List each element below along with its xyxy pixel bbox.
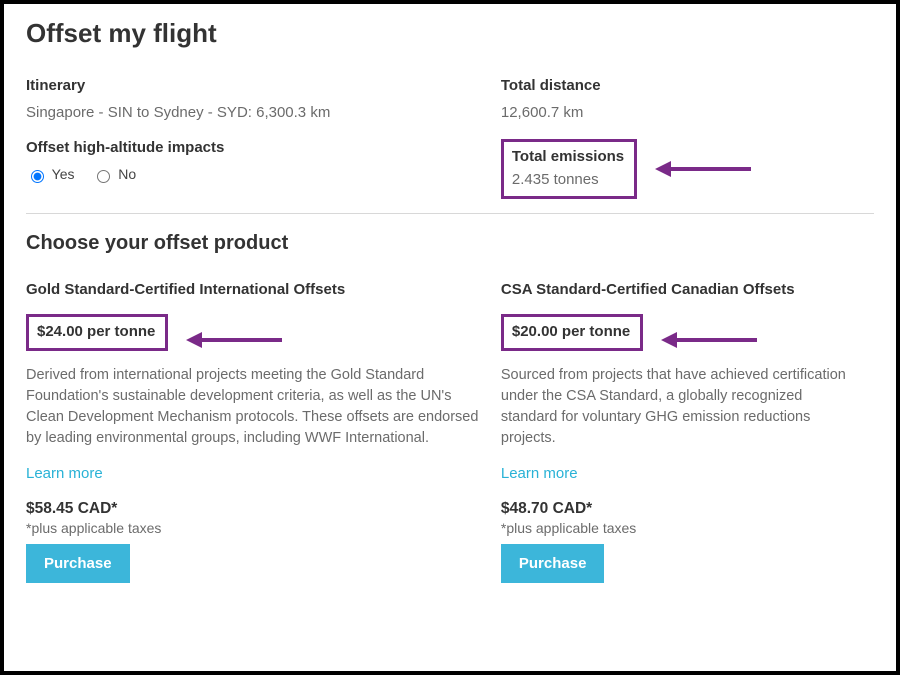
arrow-annotation-icon <box>661 330 757 350</box>
product-gold-desc: Derived from international projects meet… <box>26 365 489 449</box>
product-gold: Gold Standard-Certified International Of… <box>26 281 501 583</box>
products-row: Gold Standard-Certified International Of… <box>26 281 874 583</box>
product-gold-learn-link[interactable]: Learn more <box>26 465 103 482</box>
product-csa: CSA Standard-Certified Canadian Offsets … <box>501 281 874 583</box>
product-csa-total: $48.70 CAD* <box>501 500 862 518</box>
page-title: Offset my flight <box>26 18 874 49</box>
product-gold-price: $24.00 per tonne <box>26 314 168 351</box>
page-frame: Offset my flight Itinerary Singapore - S… <box>0 0 900 675</box>
section-divider <box>26 213 874 214</box>
product-gold-total: $58.45 CAD* <box>26 500 489 518</box>
product-csa-purchase-button[interactable]: Purchase <box>501 544 605 583</box>
offset-yes-radio[interactable] <box>31 170 44 183</box>
product-csa-title: CSA Standard-Certified Canadian Offsets <box>501 281 862 298</box>
offset-no-text: No <box>118 166 136 182</box>
arrow-annotation-icon <box>655 159 751 179</box>
product-gold-title: Gold Standard-Certified International Of… <box>26 281 489 298</box>
offset-no-label[interactable]: No <box>92 166 136 182</box>
total-emissions-box: Total emissions 2.435 tonnes <box>501 139 637 199</box>
product-csa-desc: Sourced from projects that have achieved… <box>501 365 862 449</box>
offset-yes-label[interactable]: Yes <box>26 166 78 182</box>
total-distance-label: Total distance <box>501 77 874 94</box>
product-csa-learn-link[interactable]: Learn more <box>501 465 578 482</box>
summary-right: Total distance 12,600.7 km Total emissio… <box>501 77 874 199</box>
offset-yes-text: Yes <box>52 166 75 182</box>
product-csa-price: $20.00 per tonne <box>501 314 643 351</box>
product-gold-price-highlight: $24.00 per tonne <box>26 314 168 365</box>
summary-left: Itinerary Singapore - SIN to Sydney - SY… <box>26 77 501 199</box>
product-gold-tax: *plus applicable taxes <box>26 520 489 536</box>
arrow-annotation-icon <box>186 330 282 350</box>
choose-product-title: Choose your offset product <box>26 232 874 255</box>
itinerary-label: Itinerary <box>26 77 481 94</box>
summary-row: Itinerary Singapore - SIN to Sydney - SY… <box>26 77 874 199</box>
itinerary-value: Singapore - SIN to Sydney - SYD: 6,300.3… <box>26 104 481 121</box>
total-emissions-value: 2.435 tonnes <box>512 171 624 188</box>
product-gold-purchase-button[interactable]: Purchase <box>26 544 130 583</box>
total-emissions-highlight: Total emissions 2.435 tonnes <box>501 139 637 199</box>
offset-impacts-radios: Yes No <box>26 166 481 183</box>
total-emissions-label: Total emissions <box>512 148 624 165</box>
offset-impacts-label: Offset high-altitude impacts <box>26 139 481 156</box>
total-distance-value: 12,600.7 km <box>501 104 874 121</box>
product-csa-price-highlight: $20.00 per tonne <box>501 314 643 365</box>
product-csa-tax: *plus applicable taxes <box>501 520 862 536</box>
offset-no-radio[interactable] <box>97 170 110 183</box>
